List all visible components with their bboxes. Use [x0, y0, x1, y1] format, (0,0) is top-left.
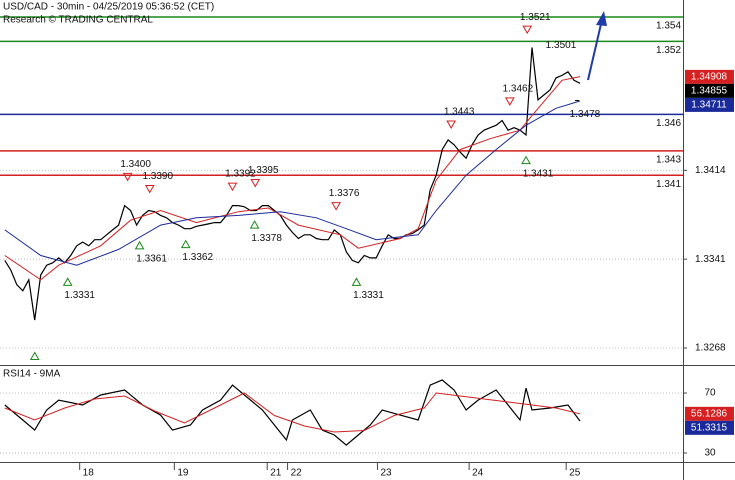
level-label: 1.346: [656, 118, 681, 129]
value-box: [685, 420, 734, 435]
high-marker: [331, 202, 341, 211]
high-marker: [144, 185, 155, 194]
value-box-label: 1.34711: [691, 100, 727, 111]
x-tick-label: 18: [83, 468, 95, 479]
chart-title: USD/CAD - 30min - 04/25/2019 05:36:52 (C…: [3, 2, 214, 13]
high-marker: [122, 172, 133, 182]
low-label: 1.3331: [64, 290, 95, 301]
low-marker: [62, 277, 73, 286]
high-marker: [504, 97, 515, 106]
high-marker: [227, 182, 238, 192]
low-marker: [249, 220, 260, 229]
low-label: 1.3331: [353, 290, 384, 301]
y-tick-label: 1.3414: [695, 165, 726, 176]
plot-layer: 1.3268 1.3341 1.3414 18 19 21 22 23 24 25 1.354 1.3…: [0, 12, 734, 479]
series-line: [4, 76, 581, 281]
x-tick-label: 23: [380, 468, 392, 479]
x-tick-label: 25: [569, 468, 581, 479]
value-box-label: 1.34908: [691, 72, 728, 83]
y-tick-label: 1.3341: [695, 254, 726, 265]
forecast-arrow: [587, 23, 602, 81]
value-box: [685, 97, 734, 112]
value-box: [685, 406, 734, 421]
high-label: 1.3400: [120, 159, 151, 170]
level-label: 1.343: [656, 155, 681, 166]
y-tick-label: 30: [704, 448, 716, 459]
high-label: 1.3462: [503, 84, 534, 95]
series-line: [4, 47, 581, 321]
low-label: 1.3378: [251, 233, 282, 244]
low-marker: [134, 240, 145, 250]
value-box-label: 1.34855: [691, 86, 728, 97]
level-label: 1.352: [656, 45, 681, 56]
low-label: 1.3431: [523, 168, 554, 179]
high-label: 1.3390: [142, 171, 173, 182]
chart-subtitle: Research © TRADING CENTRAL: [3, 15, 153, 26]
note-label: 1.3501: [546, 40, 577, 51]
low-marker: [180, 239, 191, 249]
x-tick-label: 24: [472, 468, 484, 479]
high-marker: [522, 25, 533, 35]
high-marker: [250, 178, 261, 188]
level-label: 1.341: [656, 179, 681, 190]
series-line: [4, 379, 581, 446]
x-tick-label: 21: [270, 468, 282, 479]
low-label: 1.3361: [136, 253, 167, 264]
value-box: [685, 69, 734, 84]
y-tick-label: 1.3268: [695, 343, 726, 354]
low-label: 1.3362: [182, 252, 213, 263]
x-tick-label: 19: [177, 468, 189, 479]
note-label: 1.3478: [570, 109, 601, 120]
low-marker: [521, 155, 531, 165]
high-label: 1.3443: [444, 107, 475, 118]
series-line: [4, 100, 581, 266]
high-label: 1.3395: [248, 165, 279, 176]
series-line: [4, 392, 581, 433]
high-label: 1.3521: [520, 12, 551, 23]
x-tick-label: 22: [291, 468, 303, 479]
rsi-title: RSI14 - 9MA: [3, 369, 61, 380]
low-marker: [351, 277, 362, 286]
high-marker: [446, 120, 457, 130]
forecast-arrow-head: [596, 11, 607, 26]
value-box-label: 51.3315: [691, 422, 728, 433]
high-label: 1.3392: [225, 169, 256, 180]
high-label: 1.3376: [329, 188, 360, 199]
y-tick-label: 70: [704, 388, 716, 399]
value-box-label: 56.1286: [691, 408, 728, 419]
value-box: [685, 83, 734, 98]
low-marker: [29, 351, 40, 361]
level-label: 1.354: [656, 21, 681, 32]
